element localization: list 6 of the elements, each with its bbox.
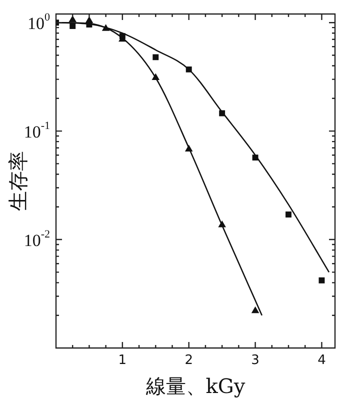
- x-tick-label: 1: [118, 352, 127, 368]
- x-tick-label: 3: [251, 352, 260, 368]
- x-axis-title: 線量、kGy: [144, 374, 246, 398]
- x-tick-label: 2: [184, 352, 193, 368]
- y-axis-title: 生存率: [6, 151, 30, 211]
- x-tick-label: 4: [318, 352, 326, 368]
